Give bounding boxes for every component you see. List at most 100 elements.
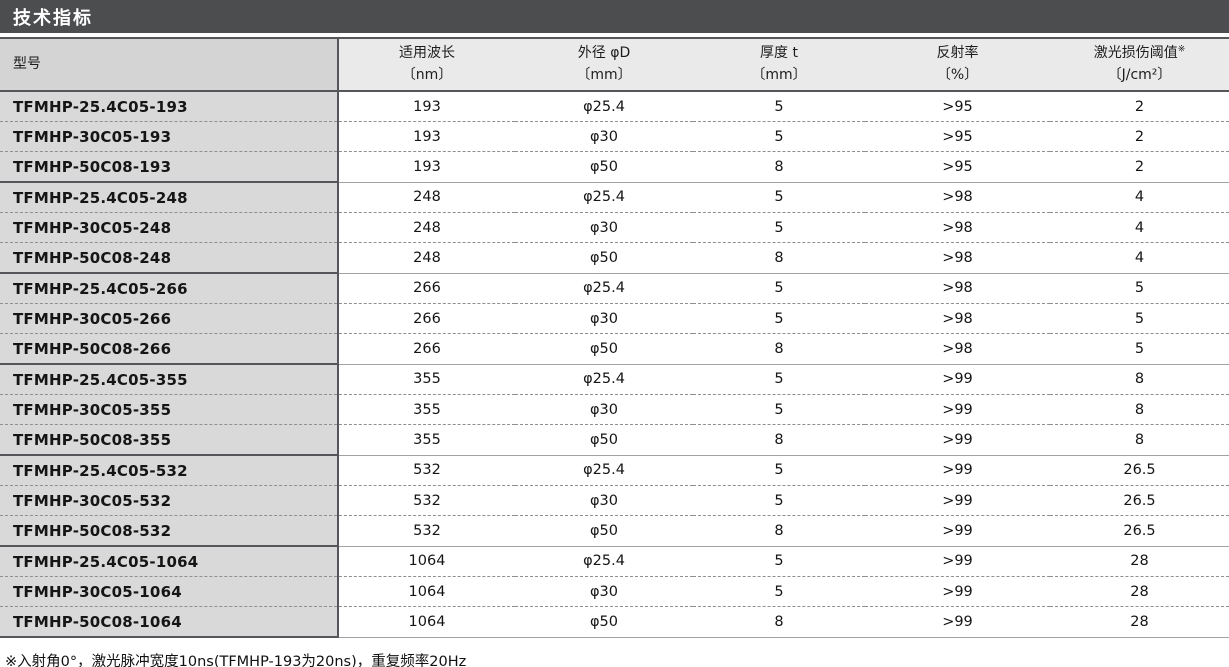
column-header-unit: 〔mm〕 (751, 66, 807, 83)
spec-table-body: TFMHP-25.4C05-193 193 φ25.4 5 >95 2 TFMHP-30C0… (0, 90, 1229, 638)
damage-threshold-cell: 5 (1050, 333, 1229, 364)
wavelength-cell: 532 (338, 454, 515, 486)
column-header-diameter: 外径 φD 〔mm〕 (515, 37, 693, 92)
model-cell: TFMHP-50C08-355 (0, 424, 339, 455)
column-header-damage-threshold: 激光损伤阈值※ 〔J/cm²〕 (1050, 37, 1229, 92)
diameter-cell: φ30 (515, 212, 693, 243)
model-cell: TFMHP-50C08-193 (0, 151, 339, 182)
model-cell: TFMHP-25.4C05-248 (0, 181, 339, 213)
table-row: TFMHP-50C08-532 532 φ50 8 >99 26.5 (0, 515, 1229, 546)
table-row: TFMHP-50C08-193 193 φ50 8 >95 2 (0, 151, 1229, 182)
table-row: TFMHP-30C05-193 193 φ30 5 >95 2 (0, 121, 1229, 152)
column-header-unit: 〔mm〕 (576, 66, 632, 83)
diameter-cell: φ25.4 (515, 181, 693, 213)
damage-threshold-cell: 2 (1050, 121, 1229, 152)
thickness-cell: 5 (693, 363, 865, 395)
thickness-cell: 8 (693, 424, 865, 455)
thickness-cell: 5 (693, 212, 865, 243)
diameter-cell: φ50 (515, 424, 693, 455)
reflectivity-cell: >99 (865, 545, 1050, 577)
wavelength-cell: 1064 (338, 576, 515, 607)
column-header-unit: 〔nm〕 (401, 66, 453, 83)
thickness-cell: 5 (693, 181, 865, 213)
table-row: TFMHP-25.4C05-1064 1064 φ25.4 5 >99 28 (0, 545, 1229, 577)
diameter-cell: φ30 (515, 576, 693, 607)
diameter-cell: φ50 (515, 333, 693, 364)
column-header-unit: 〔J/cm²〕 (1107, 66, 1172, 83)
table-row: TFMHP-30C05-1064 1064 φ30 5 >99 28 (0, 576, 1229, 607)
wavelength-cell: 248 (338, 181, 515, 213)
column-header-label: 外径 φD (577, 44, 631, 61)
table-row: TFMHP-30C05-266 266 φ30 5 >98 5 (0, 303, 1229, 334)
thickness-cell: 5 (693, 545, 865, 577)
model-cell: TFMHP-30C05-355 (0, 394, 339, 425)
damage-threshold-cell: 28 (1050, 606, 1229, 638)
thickness-cell: 8 (693, 606, 865, 638)
table-row: TFMHP-25.4C05-266 266 φ25.4 5 >98 5 (0, 272, 1229, 304)
thickness-cell: 5 (693, 454, 865, 486)
wavelength-cell: 266 (338, 333, 515, 364)
damage-threshold-cell: 5 (1050, 272, 1229, 304)
thickness-cell: 5 (693, 272, 865, 304)
thickness-cell: 8 (693, 515, 865, 546)
header-row: 型号 适用波长 〔nm〕 外径 φD 〔mm〕 厚度 t 〔mm〕 反射率 〔%… (0, 37, 1229, 92)
table-row: TFMHP-25.4C05-532 532 φ25.4 5 >99 26.5 (0, 454, 1229, 486)
thickness-cell: 5 (693, 91, 865, 122)
reflectivity-cell: >98 (865, 333, 1050, 364)
diameter-cell: φ30 (515, 394, 693, 425)
damage-threshold-cell: 4 (1050, 181, 1229, 213)
spec-table: 型号 适用波长 〔nm〕 外径 φD 〔mm〕 厚度 t 〔mm〕 反射率 〔%… (0, 37, 1229, 638)
damage-threshold-cell: 8 (1050, 394, 1229, 425)
table-row: TFMHP-50C08-1064 1064 φ50 8 >99 28 (0, 606, 1229, 638)
table-row: TFMHP-50C08-355 355 φ50 8 >99 8 (0, 424, 1229, 455)
reflectivity-cell: >95 (865, 121, 1050, 152)
damage-threshold-cell: 5 (1050, 303, 1229, 334)
column-header-label: 反射率 (936, 44, 979, 61)
diameter-cell: φ25.4 (515, 363, 693, 395)
model-cell: TFMHP-25.4C05-193 (0, 90, 339, 122)
diameter-cell: φ25.4 (515, 545, 693, 577)
table-row: TFMHP-30C05-355 355 φ30 5 >99 8 (0, 394, 1229, 425)
model-cell: TFMHP-25.4C05-266 (0, 272, 339, 304)
diameter-cell: φ50 (515, 515, 693, 546)
table-row: TFMHP-25.4C05-355 355 φ25.4 5 >99 8 (0, 363, 1229, 395)
column-header-label: 型号 (13, 55, 41, 72)
diameter-cell: φ50 (515, 242, 693, 273)
column-header-thickness: 厚度 t 〔mm〕 (693, 37, 865, 92)
thickness-cell: 5 (693, 485, 865, 516)
model-cell: TFMHP-25.4C05-1064 (0, 545, 339, 577)
damage-threshold-cell: 8 (1050, 363, 1229, 395)
model-cell: TFMHP-30C05-266 (0, 303, 339, 334)
model-cell: TFMHP-30C05-532 (0, 485, 339, 516)
footnote: ※入射角0°，激光脉冲宽度10ns(TFMHP-193为20ns)，重复频率20… (5, 654, 467, 667)
model-cell: TFMHP-50C08-266 (0, 333, 339, 364)
thickness-cell: 8 (693, 333, 865, 364)
model-cell: TFMHP-25.4C05-355 (0, 363, 339, 395)
reflectivity-cell: >99 (865, 424, 1050, 455)
diameter-cell: φ25.4 (515, 91, 693, 122)
model-cell: TFMHP-25.4C05-532 (0, 454, 339, 486)
model-cell: TFMHP-50C08-1064 (0, 606, 339, 638)
model-cell: TFMHP-50C08-248 (0, 242, 339, 273)
reflectivity-cell: >95 (865, 151, 1050, 182)
diameter-cell: φ30 (515, 303, 693, 334)
diameter-cell: φ50 (515, 606, 693, 638)
reflectivity-cell: >99 (865, 576, 1050, 607)
diameter-cell: φ50 (515, 151, 693, 182)
wavelength-cell: 193 (338, 91, 515, 122)
reflectivity-cell: >99 (865, 515, 1050, 546)
damage-threshold-cell: 28 (1050, 545, 1229, 577)
wavelength-cell: 355 (338, 424, 515, 455)
model-cell: TFMHP-30C05-1064 (0, 576, 339, 607)
column-header-reflectivity: 反射率 〔%〕 (865, 37, 1050, 92)
reflectivity-cell: >98 (865, 272, 1050, 304)
reflectivity-cell: >99 (865, 394, 1050, 425)
damage-threshold-cell: 2 (1050, 151, 1229, 182)
column-header-label: 厚度 t (760, 44, 798, 61)
damage-threshold-cell: 28 (1050, 576, 1229, 607)
reflectivity-cell: >99 (865, 454, 1050, 486)
wavelength-cell: 248 (338, 242, 515, 273)
wavelength-cell: 1064 (338, 545, 515, 577)
wavelength-cell: 1064 (338, 606, 515, 638)
